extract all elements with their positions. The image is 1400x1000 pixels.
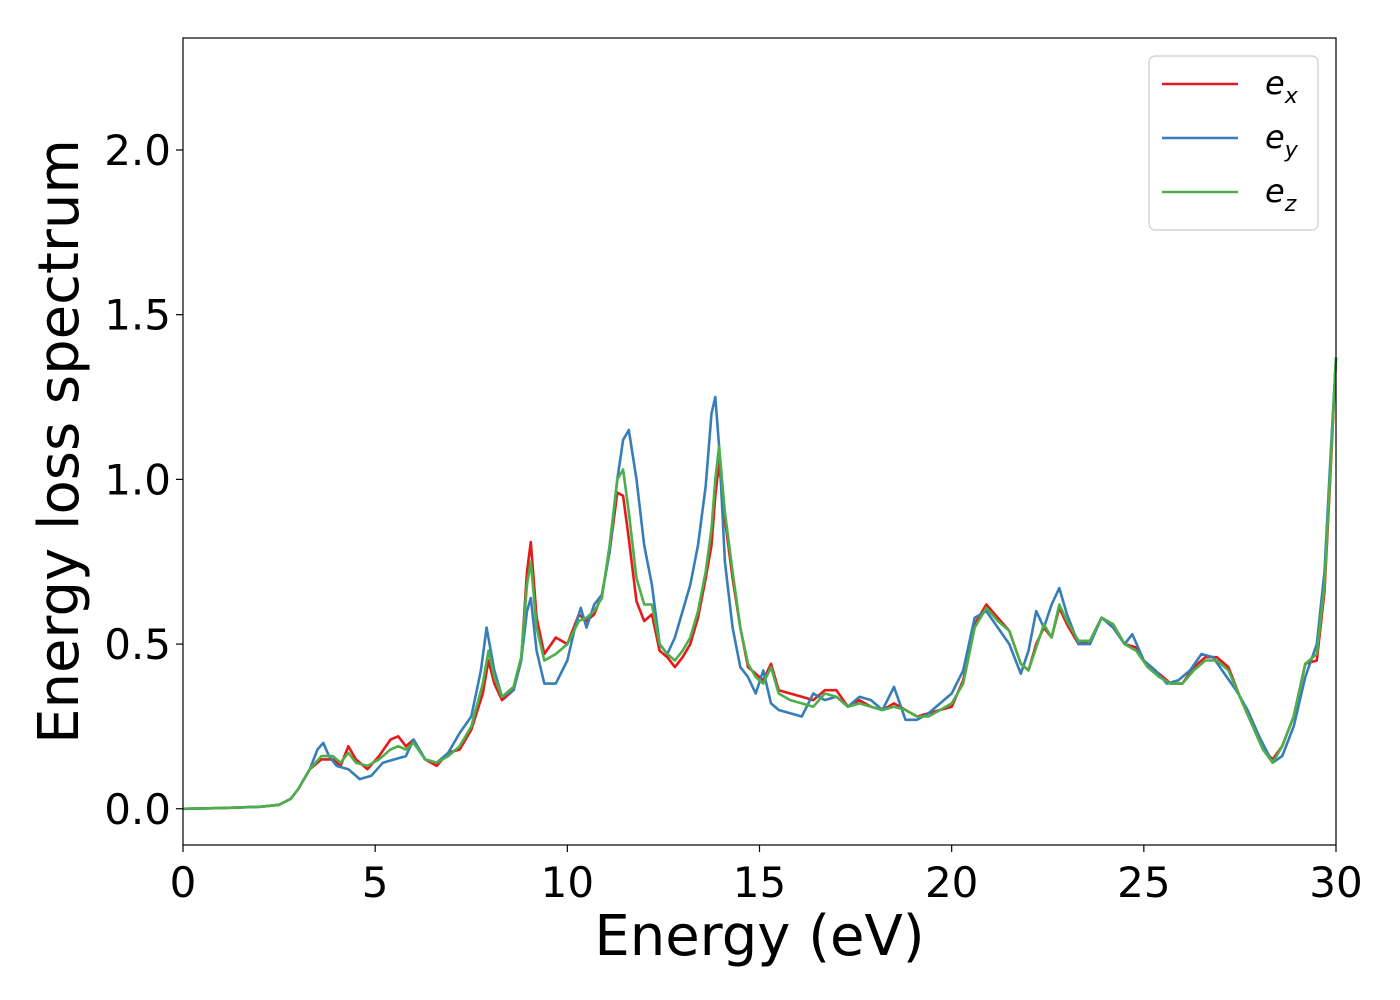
legend-label-sub: x: [1284, 84, 1299, 109]
y-tick-label: 2.0: [104, 126, 171, 175]
legend-label-sub: z: [1284, 192, 1297, 217]
y-axis-title: Energy loss spectrum: [27, 139, 92, 744]
plot-lines: [182, 357, 1338, 811]
x-tick-label: 25: [1117, 858, 1170, 907]
x-tick-label: 20: [925, 858, 978, 907]
series-line-x: [182, 357, 1338, 811]
legend-label-sub: y: [1284, 138, 1299, 163]
x-axis-title: Energy (eV): [594, 904, 924, 969]
x-tick-label: 30: [1309, 858, 1362, 907]
legend-label-y: ey: [1265, 118, 1299, 163]
legend-box: [1148, 55, 1319, 231]
series-line-y: [182, 357, 1338, 811]
legend-label-base: e: [1265, 64, 1285, 102]
x-tick-label: 15: [733, 858, 786, 907]
series-line-z: [182, 357, 1338, 811]
legend-label-base: e: [1265, 172, 1285, 210]
legend-label-base: e: [1265, 118, 1285, 156]
x-axis: 0 5 10 15 20 25 30: [170, 845, 1363, 907]
x-tick-label: 0: [170, 858, 197, 907]
y-tick-label: 1.5: [104, 291, 171, 340]
legend-label-x: ex: [1265, 64, 1299, 109]
x-tick-label: 10: [541, 858, 594, 907]
y-tick-label: 0.0: [104, 785, 171, 834]
y-tick-label: 0.5: [104, 620, 171, 669]
legend-label-z: ez: [1265, 172, 1297, 217]
y-axis: 0.0 0.5 1.0 1.5 2.0: [104, 126, 183, 834]
x-tick-label: 5: [362, 858, 389, 907]
y-tick-label: 1.0: [104, 455, 171, 504]
